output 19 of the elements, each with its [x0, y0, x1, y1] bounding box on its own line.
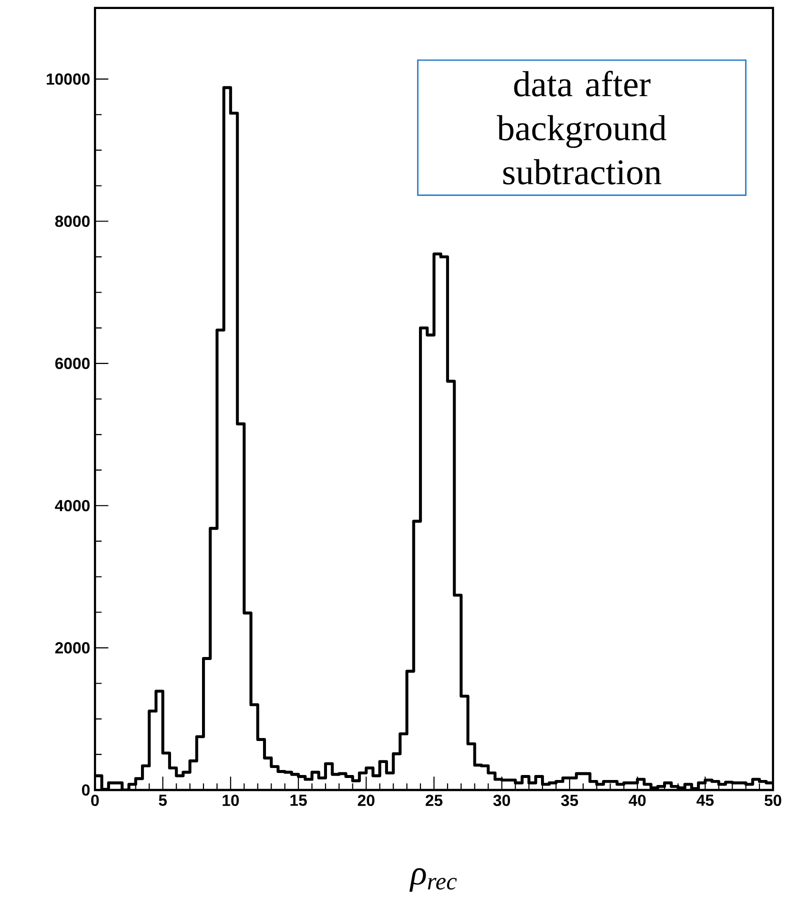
y-tick-label: 4000: [55, 500, 90, 512]
y-tick-label: 6000: [55, 358, 90, 370]
annotation: data after background subtraction: [497, 70, 667, 184]
x-tick-label: 15: [290, 794, 308, 806]
x-axis-title: ρ$_{rec}$: [410, 868, 457, 892]
y-tick-label: 10000: [46, 73, 90, 85]
y-tick-label: 2000: [55, 642, 90, 654]
x-tick-label: 20: [358, 794, 375, 806]
x-tick-label: 50: [764, 794, 782, 806]
y-tick-label: 0: [82, 784, 90, 796]
x-tick-label: 5: [159, 794, 167, 806]
x-tick-label: 35: [561, 794, 578, 806]
x-tick-label: 30: [493, 794, 510, 806]
x-tick-label: 0: [91, 794, 99, 806]
x-tick-label: 45: [696, 794, 714, 806]
x-tick-label: 40: [628, 794, 646, 806]
x-tick-label: 10: [222, 794, 240, 806]
y-tick-label: 8000: [55, 216, 90, 227]
x-tick-label: 25: [426, 794, 443, 806]
